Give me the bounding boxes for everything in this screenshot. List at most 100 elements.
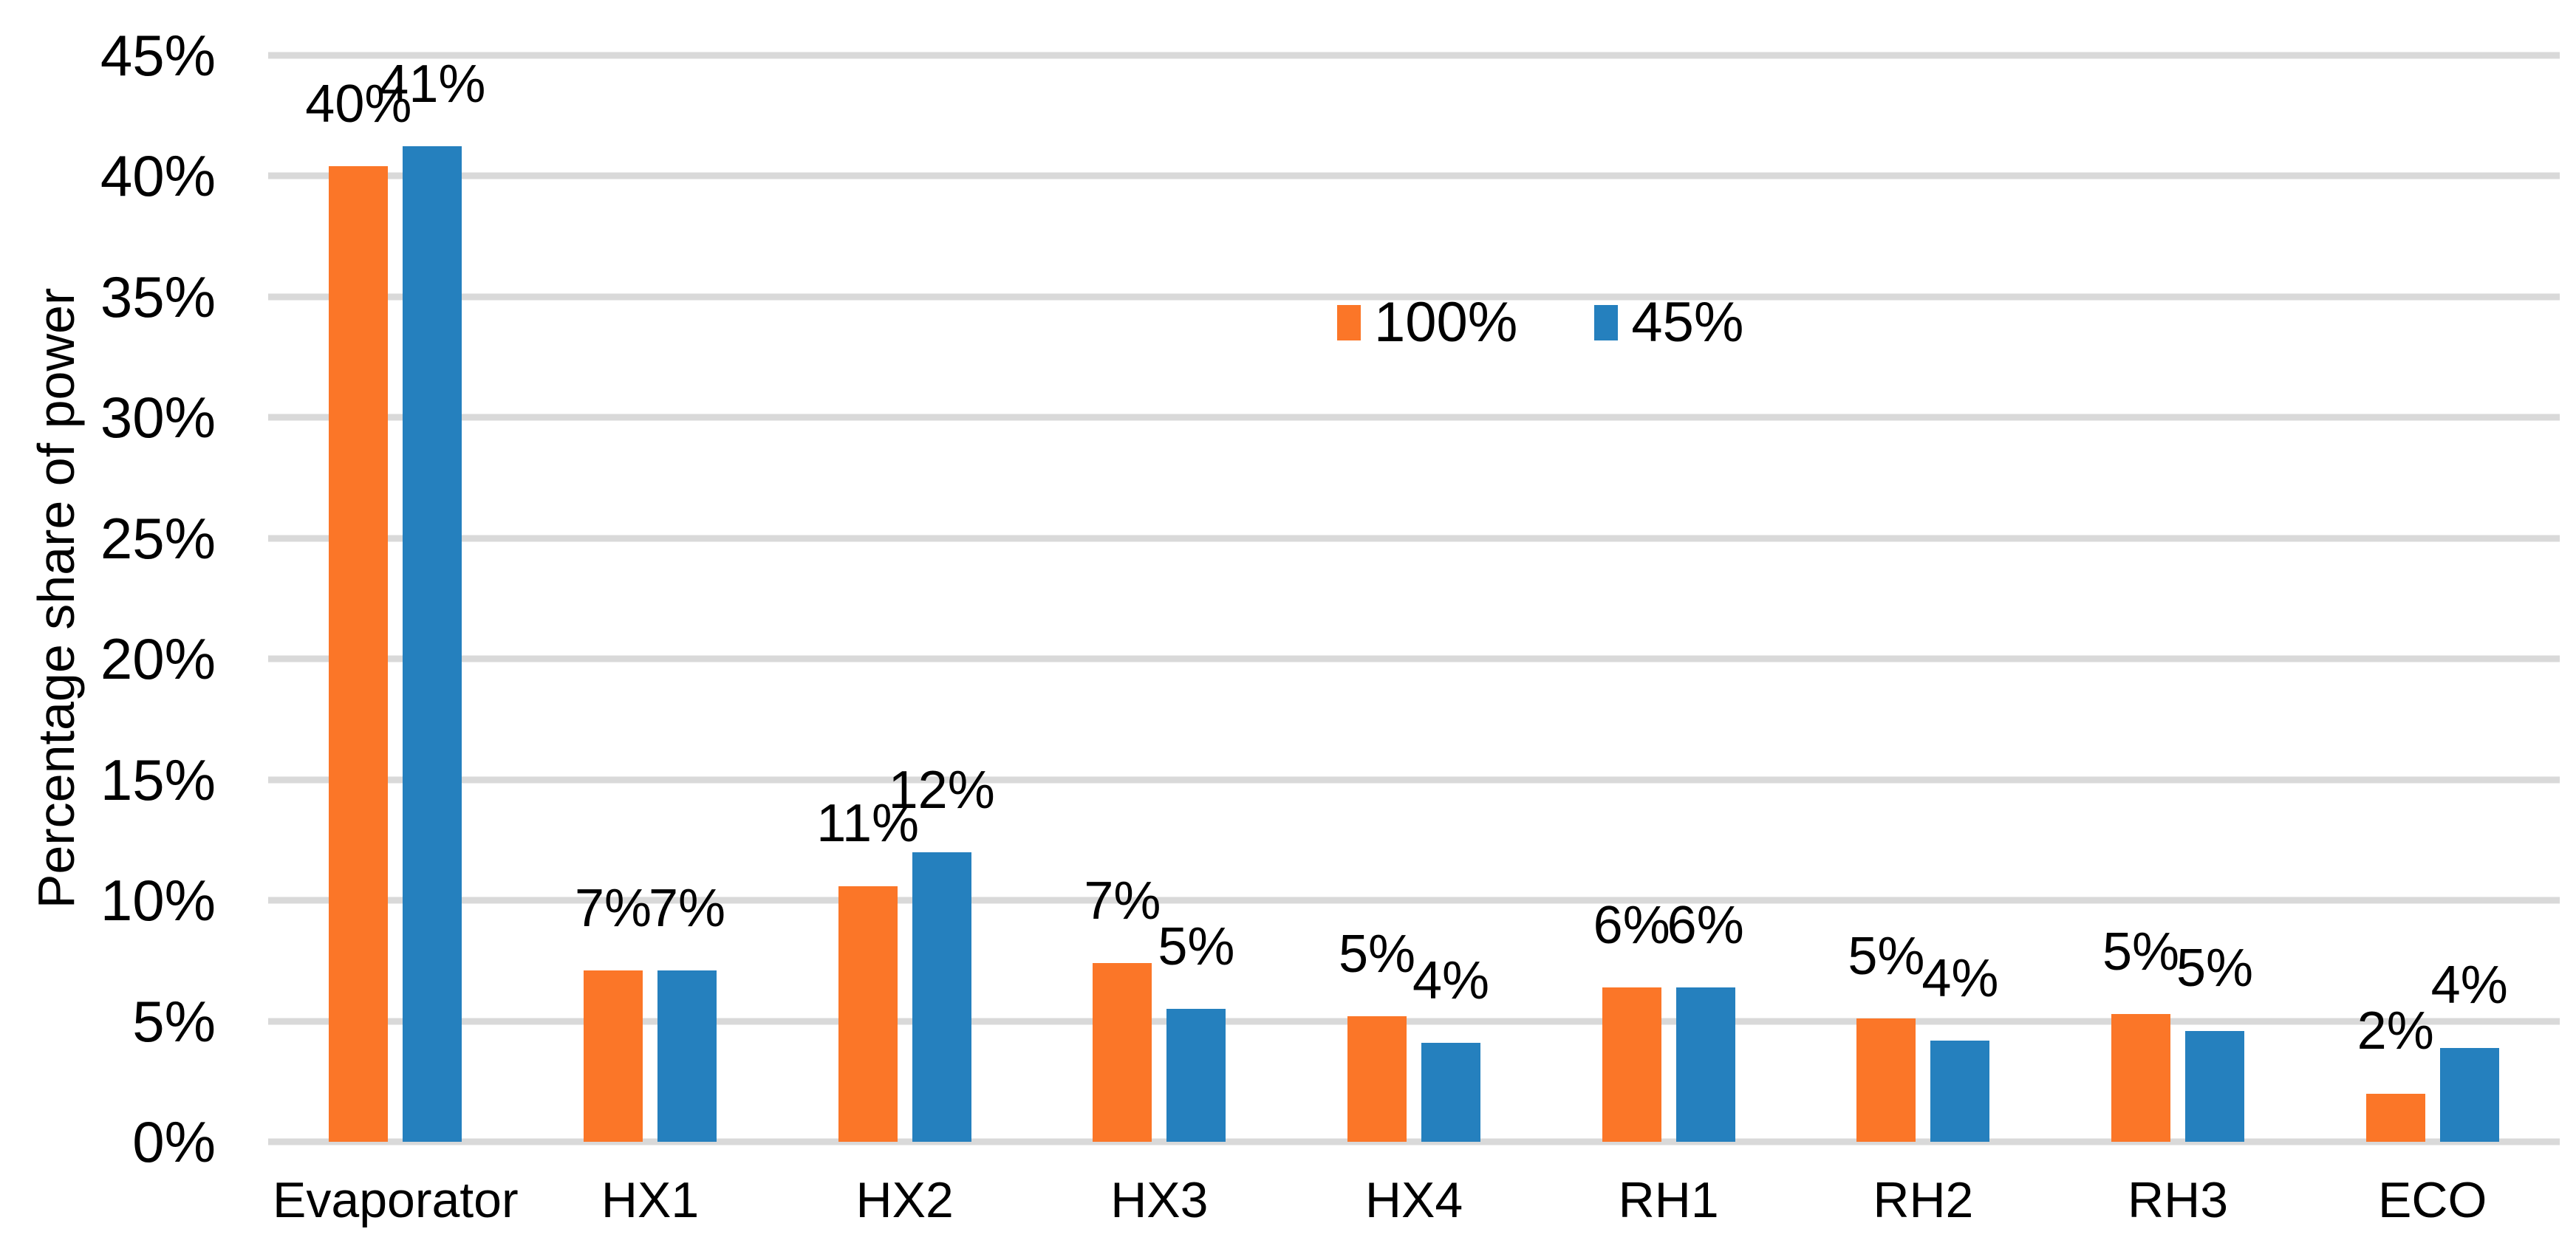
bar-hx1-45%: 7% — [649, 55, 725, 1142]
legend-swatch-icon — [1594, 304, 1619, 340]
bar-hx3-45%: 5% — [1158, 55, 1234, 1142]
x-axis-labels: Evaporator HX1 HX2 HX3 HX4 RH1 RH2 RH3 ECO — [268, 1173, 2560, 1228]
data-label: 7% — [574, 878, 652, 938]
bar — [2111, 1013, 2171, 1142]
x-axis-label-hx4: HX4 — [1364, 1172, 1463, 1228]
bar-group-hx2: 11% 12% — [777, 55, 1032, 1142]
bar — [657, 970, 717, 1142]
legend-label: 45% — [1631, 291, 1744, 354]
data-label: 40% — [305, 75, 412, 134]
bar-hx2-45%: 12% — [889, 55, 995, 1142]
bar-group-eco: 2% 4% — [2305, 55, 2560, 1142]
bar — [1675, 987, 1735, 1142]
bar — [2365, 1093, 2425, 1142]
bar — [912, 852, 971, 1142]
data-label: 6% — [1667, 895, 1744, 955]
y-tick-label: 5% — [132, 988, 216, 1054]
bar — [1347, 1016, 1407, 1142]
plot-area: 40% 41% 7% 7% 11% 12% 7% 5% 5% 4% 6% 6% 5% 4% 5% 5% 2% 4%… — [268, 52, 2560, 1145]
bar-rh3-45%: 5% — [2176, 55, 2253, 1142]
y-tick-label: 40% — [100, 143, 216, 209]
x-axis-label-evaporator: Evaporator — [273, 1172, 519, 1228]
bar — [1856, 1018, 1916, 1142]
data-label: 7% — [648, 878, 726, 938]
gridline — [268, 52, 2560, 59]
data-label: 4% — [2430, 956, 2508, 1015]
x-axis-label-rh1: RH1 — [1618, 1172, 1719, 1228]
data-label: 5% — [2176, 939, 2254, 999]
y-tick-label: 35% — [100, 264, 216, 329]
gridline — [268, 535, 2560, 542]
bar-hx4-100%: 5% — [1339, 55, 1415, 1142]
gridline — [268, 293, 2560, 301]
gridline — [268, 897, 2560, 904]
bar-hx1-100%: 7% — [575, 55, 652, 1142]
y-tick-label: 45% — [100, 23, 216, 88]
legend-label: 100% — [1374, 291, 1518, 354]
bar-rh1-45%: 6% — [1667, 55, 1744, 1142]
bar-group-hx1: 7% 7% — [523, 55, 778, 1142]
bar-group-rh1: 6% 6% — [1541, 55, 1796, 1142]
data-label: 6% — [1593, 895, 1670, 955]
legend: 100% 45% — [1337, 289, 1744, 356]
gridline — [268, 172, 2560, 179]
y-tick-label: 30% — [100, 385, 216, 451]
bar — [2185, 1030, 2245, 1142]
bar-groups: 40% 41% 7% 7% 11% 12% 7% 5% 5% 4% 6% 6% 5% 4% 5% 5% 2% 4% — [268, 55, 2560, 1142]
bar-group-rh3: 5% 5% — [2051, 55, 2306, 1142]
data-label: 5% — [1338, 924, 1416, 984]
legend-item-100%: 100% — [1337, 289, 1517, 356]
bar — [1930, 1040, 1990, 1142]
y-tick-label: 15% — [100, 747, 216, 812]
bar-eco-100%: 2% — [2357, 55, 2434, 1142]
bar-evaporator-100%: 40% — [305, 55, 411, 1142]
bar — [2439, 1047, 2499, 1142]
bar-rh1-100%: 6% — [1593, 55, 1670, 1142]
data-label: 12% — [888, 760, 995, 820]
bar-rh2-100%: 5% — [1848, 55, 1924, 1142]
y-tick-label: 0% — [132, 1109, 216, 1174]
data-label: 41% — [379, 55, 486, 114]
bar — [1093, 963, 1152, 1142]
x-axis-label-rh2: RH2 — [1873, 1172, 1974, 1228]
bar — [838, 886, 898, 1142]
gridline — [268, 1138, 2560, 1145]
x-axis-label-rh3: RH3 — [2128, 1172, 2229, 1228]
bar — [1166, 1009, 1226, 1142]
x-axis-label-hx2: HX2 — [855, 1172, 954, 1228]
data-label: 2% — [2357, 1001, 2434, 1061]
bar-group-hx3: 7% 5% — [1032, 55, 1287, 1142]
bar-hx3-100%: 7% — [1084, 55, 1161, 1142]
bar-hx2-100%: 11% — [816, 55, 919, 1142]
data-label: 4% — [1412, 951, 1490, 1010]
y-tick-label: 25% — [100, 505, 216, 571]
data-label: 5% — [1158, 917, 1235, 977]
gridline — [268, 1018, 2560, 1025]
bar-hx4-45%: 4% — [1412, 55, 1489, 1142]
bar-group-rh2: 5% 4% — [1796, 55, 2051, 1142]
x-axis-label-hx1: HX1 — [601, 1172, 700, 1228]
x-axis-label-hx3: HX3 — [1110, 1172, 1209, 1228]
bar-rh2-45%: 4% — [1921, 55, 1998, 1142]
bar-rh3-100%: 5% — [2102, 55, 2179, 1142]
bar — [1421, 1042, 1481, 1142]
bar-group-evaporator: 40% 41% — [268, 55, 523, 1142]
data-label: 5% — [2102, 922, 2180, 982]
data-label: 11% — [816, 794, 920, 854]
y-tick-label: 20% — [100, 626, 216, 692]
gridline — [268, 655, 2560, 662]
legend-swatch-icon — [1337, 304, 1361, 340]
bar-evaporator-45%: 41% — [379, 55, 485, 1142]
legend-item-45%: 45% — [1594, 289, 1744, 356]
bar-eco-45%: 4% — [2431, 55, 2508, 1142]
bar-group-hx4: 5% 4% — [1287, 55, 1542, 1142]
bar — [1602, 987, 1661, 1142]
bar — [584, 970, 643, 1142]
gridline — [268, 776, 2560, 784]
y-tick-label: 10% — [100, 868, 216, 934]
bar — [329, 166, 389, 1142]
data-label: 4% — [1921, 948, 1999, 1008]
y-axis-ticks: 0% 5% 10% 15% 20% 25% 30% 35% 40% 45% — [0, 27, 216, 1171]
x-axis-label-eco: ECO — [2378, 1172, 2487, 1228]
